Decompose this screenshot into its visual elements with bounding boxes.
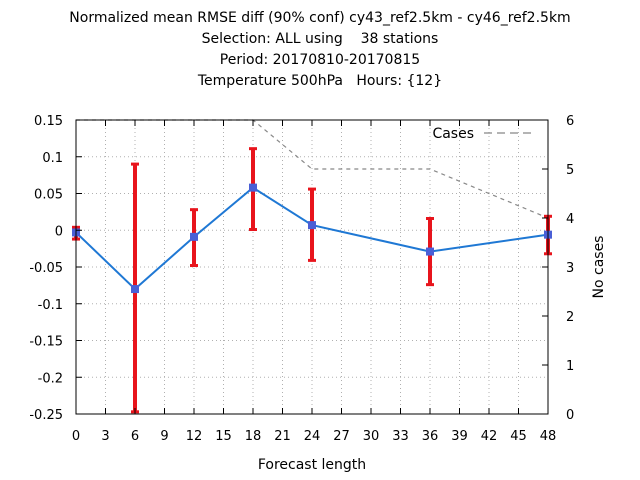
y-tick-label: 0.1: [42, 151, 63, 166]
y2-tick-label: 5: [566, 163, 574, 178]
y2-tick-label: 6: [566, 114, 574, 129]
x-tick-label: 45: [510, 429, 527, 444]
x-tick-label: 6: [131, 429, 139, 444]
x-axis-label: Forecast length: [258, 457, 366, 473]
y-tick-label: -0.05: [29, 261, 63, 276]
rmse-diff-point: [190, 232, 198, 241]
y2-tick-label: 2: [566, 310, 574, 325]
x-tick-label: 24: [304, 429, 321, 444]
x-tick-label: 9: [160, 429, 168, 444]
y-tick-label: -0.2: [38, 371, 63, 386]
y2-axis-label: No cases: [591, 236, 607, 299]
y-tick-label: 0.05: [34, 188, 63, 203]
x-tick-label: 18: [245, 429, 262, 444]
y2-tick-label: 1: [566, 359, 574, 374]
title-line-2: Selection: ALL using 38 stations: [201, 31, 439, 47]
rmse-diff-point: [131, 285, 139, 294]
rmse-diff-point: [249, 183, 257, 192]
legend-label-cases: Cases: [432, 126, 474, 142]
chart-title: Normalized mean RMSE diff (90% conf) cy4…: [0, 8, 640, 92]
y2-tick-label: 0: [566, 408, 574, 423]
y-tick-label: -0.15: [29, 335, 63, 350]
x-tick-label: 42: [481, 429, 498, 444]
x-tick-label: 12: [186, 429, 203, 444]
grid-lines: [76, 120, 548, 414]
x-tick-label: 21: [274, 429, 291, 444]
title-line-4: Temperature 500hPa Hours: {12}: [197, 73, 443, 89]
y2-tick-label: 4: [566, 212, 574, 227]
title-line-3: Period: 20170810-20170815: [219, 52, 421, 68]
x-tick-label: 39: [451, 429, 468, 444]
y-axis-ticks: 0.15 0.1 0.05 0 -0.05 -0.1 -0.15 -0.2 -0.25: [29, 114, 82, 423]
y-tick-label: -0.25: [29, 408, 63, 423]
x-axis-ticks: 0 3 6 9 12 15 18 21 24 27 30 33 36 39 42 45 48: [72, 120, 556, 444]
title-line-1: Normalized mean RMSE diff (90% conf) cy4…: [69, 10, 571, 26]
x-tick-label: 27: [333, 429, 350, 444]
rmse-diff-point: [426, 247, 434, 256]
x-tick-label: 48: [540, 429, 557, 444]
x-tick-label: 3: [101, 429, 109, 444]
x-tick-label: 0: [72, 429, 80, 444]
y-tick-label: -0.1: [38, 298, 63, 313]
y-tick-label: 0: [55, 224, 63, 239]
y-tick-label: 0.15: [34, 114, 63, 129]
legend: Cases: [432, 126, 532, 142]
rmse-diff-point: [308, 221, 316, 230]
y2-tick-label: 3: [566, 261, 574, 276]
x-tick-label: 36: [422, 429, 439, 444]
y2-axis-ticks: 6 5 4 3 2 1 0: [542, 114, 574, 423]
x-tick-label: 33: [392, 429, 409, 444]
x-tick-label: 30: [363, 429, 380, 444]
x-tick-label: 15: [215, 429, 232, 444]
